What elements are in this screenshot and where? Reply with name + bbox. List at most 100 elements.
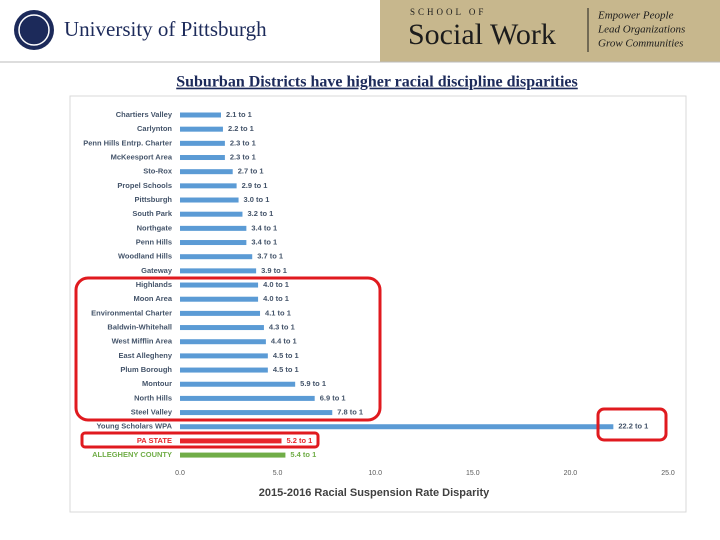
slide-title: Suburban Districts have higher racial di… (176, 74, 578, 91)
bar (180, 424, 614, 430)
seal-ring (18, 14, 50, 46)
bar (180, 438, 282, 444)
bar (180, 155, 225, 161)
value-label: 4.3 to 1 (269, 323, 295, 332)
category-label: Woodland Hills (118, 252, 172, 261)
category-label: Northgate (137, 223, 172, 232)
x-tick-label: 25.0 (661, 470, 675, 477)
category-label: Environmental Charter (91, 308, 172, 317)
value-label: 3.4 to 1 (251, 223, 277, 232)
category-label: East Allegheny (119, 351, 173, 360)
highlight-box (80, 431, 320, 449)
category-label: North Hills (134, 393, 172, 402)
bar (180, 296, 259, 302)
category-label: Carlynton (137, 124, 172, 133)
header-left (0, 0, 380, 62)
bar (180, 211, 243, 217)
bar (180, 169, 233, 175)
value-label: 4.0 to 1 (263, 294, 289, 303)
school-of: SCHOOL OF (410, 7, 486, 17)
tagline: Empower People (597, 10, 674, 22)
x-axis-title: 2015-2016 Racial Suspension Rate Dispari… (259, 487, 490, 499)
bar (180, 254, 253, 260)
value-label: 2.3 to 1 (230, 152, 256, 161)
bar (180, 183, 237, 189)
category-label: Young Scholars WPA (96, 422, 172, 431)
tagline: Grow Communities (598, 38, 683, 50)
value-label: 3.0 to 1 (244, 195, 270, 204)
x-tick-label: 10.0 (368, 470, 382, 477)
bar (180, 126, 223, 132)
tagline: Lead Organizations (597, 24, 685, 36)
value-label: 3.9 to 1 (261, 266, 287, 275)
value-label: 2.9 to 1 (242, 181, 268, 190)
value-label: 3.7 to 1 (257, 252, 283, 261)
bar (180, 240, 247, 246)
x-tick-label: 0.0 (175, 470, 185, 477)
value-label: 4.0 to 1 (263, 280, 289, 289)
category-label: Plum Borough (120, 365, 172, 374)
header-right (380, 0, 720, 62)
value-label: 4.5 to 1 (273, 365, 299, 374)
value-label: 4.4 to 1 (271, 337, 297, 346)
value-label: 5.4 to 1 (290, 450, 316, 459)
value-label: 4.1 to 1 (265, 308, 291, 317)
category-label: McKeesport Area (111, 152, 173, 161)
value-label: 3.2 to 1 (247, 209, 273, 218)
category-label: Chartiers Valley (116, 110, 173, 119)
category-label: Highlands (136, 280, 172, 289)
bar (180, 112, 221, 118)
bar (180, 225, 247, 231)
value-label: 4.5 to 1 (273, 351, 299, 360)
bar (180, 452, 286, 458)
highlight-box (596, 407, 668, 442)
value-label: 2.3 to 1 (230, 138, 256, 147)
bar (180, 325, 264, 331)
bar (180, 410, 333, 416)
category-label: Sto-Rox (143, 167, 173, 176)
chart-panel (69, 95, 687, 513)
category-label: Penn Hills (136, 238, 172, 247)
bar (180, 268, 257, 274)
value-label: 2.1 to 1 (226, 110, 252, 119)
bar (180, 395, 315, 401)
category-label: PA STATE (137, 436, 172, 445)
category-label: Montour (142, 379, 172, 388)
category-label: Propel Schools (117, 181, 172, 190)
category-label: Pittsburgh (135, 195, 173, 204)
category-label: Steel Valley (131, 408, 173, 417)
x-tick-label: 15.0 (466, 470, 480, 477)
bar (180, 353, 268, 359)
value-label: 2.7 to 1 (238, 167, 264, 176)
bar (180, 381, 296, 387)
category-label: West Mifflin Area (112, 337, 173, 346)
x-tick-label: 5.0 (273, 470, 283, 477)
category-label: Baldwin-Whitehall (107, 323, 172, 332)
plot: 0.0 5.0 10.0 15.0 20.0 25.0 Chartiers Valley 2.… (83, 110, 675, 477)
value-label: 22.2 to 1 (618, 422, 648, 431)
university-name: University of Pittsburgh (64, 17, 267, 41)
value-label: 3.4 to 1 (251, 238, 277, 247)
bar (180, 282, 259, 288)
bar (180, 367, 268, 373)
seal (14, 10, 54, 50)
value-label: 5.9 to 1 (300, 379, 326, 388)
bar (180, 197, 239, 203)
bar (180, 310, 261, 316)
bar (180, 339, 266, 345)
x-tick-label: 20.0 (564, 470, 578, 477)
category-label: ALLEGHENY COUNTY (92, 450, 172, 459)
category-label: Penn Hills Entrp. Charter (83, 138, 172, 147)
value-label: 7.8 to 1 (337, 408, 363, 417)
category-label: Moon Area (134, 294, 173, 303)
category-label: South Park (132, 209, 172, 218)
value-label: 2.2 to 1 (228, 124, 254, 133)
school-name: Social Work (408, 18, 556, 51)
value-label: 5.2 to 1 (287, 436, 313, 445)
highlight-box (74, 276, 382, 422)
value-label: 6.9 to 1 (320, 393, 346, 402)
bar (180, 140, 225, 146)
category-label: Gateway (141, 266, 173, 275)
